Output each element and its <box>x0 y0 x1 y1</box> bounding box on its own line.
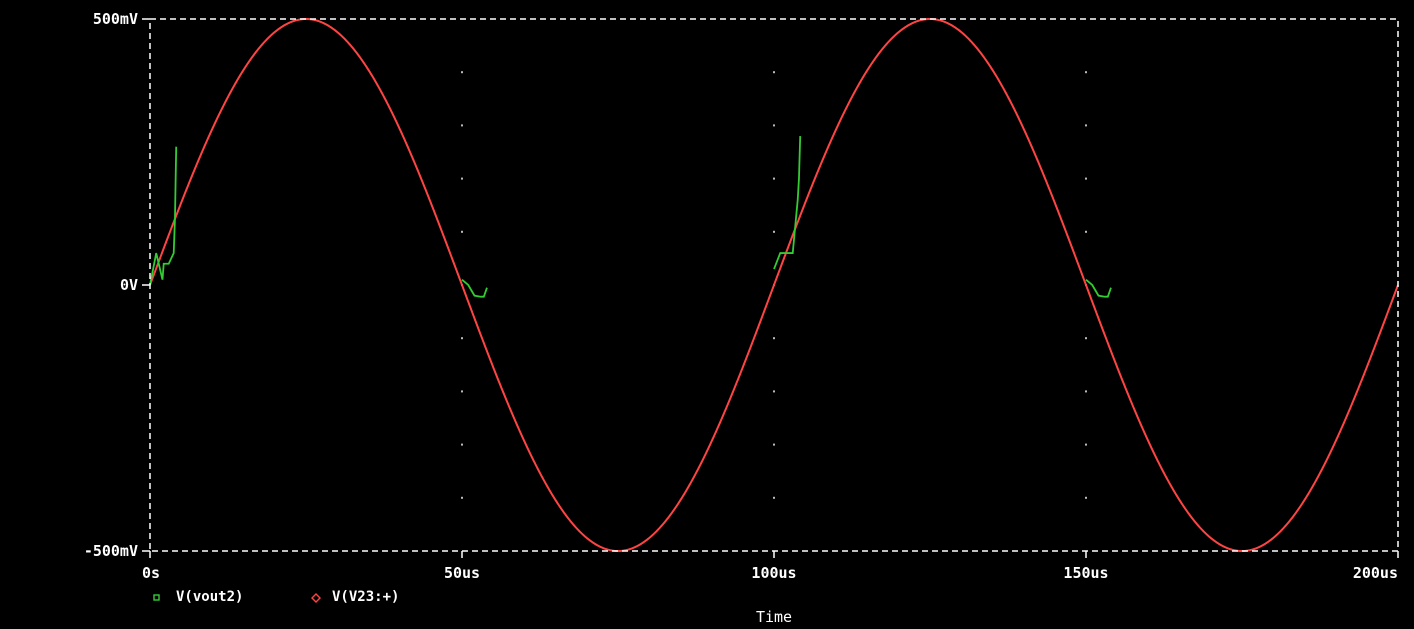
legend: V(vout2) V(V23:+) <box>153 589 399 605</box>
legend-marker-v23 <box>311 593 321 603</box>
series-line-v23 <box>149 17 1399 553</box>
legend-label-vout2: V(vout2) <box>176 589 243 605</box>
x-tick-label: 150us <box>1063 564 1108 582</box>
grid-dot <box>1085 71 1087 74</box>
grid-dot <box>1085 496 1087 499</box>
series-line-vout2 <box>461 278 488 298</box>
grid-dot <box>1085 337 1087 340</box>
series-traces <box>149 17 1399 553</box>
x-axis-ticks: 0s 50us 100us 150us 200us <box>142 551 1399 582</box>
x-tick-label: 100us <box>751 564 796 582</box>
series-line-vout2 <box>1085 278 1112 298</box>
grid-dot <box>461 390 463 393</box>
grid-dot <box>461 443 463 446</box>
grid-dot <box>461 496 463 499</box>
series-line-vout2 <box>773 136 802 270</box>
grid-dot <box>773 71 775 74</box>
grid-dot <box>773 337 775 340</box>
grid-dot <box>1085 390 1087 393</box>
grid-dot <box>773 390 775 393</box>
y-tick-label: 500mV <box>93 10 138 28</box>
grid-dot <box>773 496 775 499</box>
x-tick-label: 0s <box>142 564 160 582</box>
legend-label-v23: V(V23:+) <box>332 589 399 605</box>
grid-dot <box>461 230 463 233</box>
grid-dot <box>1085 230 1087 233</box>
y-tick-label: -500mV <box>84 542 138 560</box>
x-axis-label: Time <box>756 608 792 626</box>
grid-dot <box>461 124 463 127</box>
y-tick-label: 0V <box>120 276 138 294</box>
y-axis-ticks: -500mV 0V 500mV <box>84 10 150 560</box>
grid-dot <box>1085 443 1087 446</box>
grid-dot <box>773 124 775 127</box>
grid-dot <box>461 177 463 180</box>
grid-dot <box>773 177 775 180</box>
x-tick-label: 200us <box>1353 564 1398 582</box>
grid-dot <box>1085 177 1087 180</box>
grid-dot <box>461 337 463 340</box>
legend-marker-vout2 <box>153 594 160 601</box>
grid-dot <box>773 443 775 446</box>
x-tick-label: 50us <box>444 564 480 582</box>
grid-dot <box>1085 124 1087 127</box>
grid-dot <box>773 230 775 233</box>
grid-dot <box>461 71 463 74</box>
series-line-vout2 <box>149 146 178 286</box>
